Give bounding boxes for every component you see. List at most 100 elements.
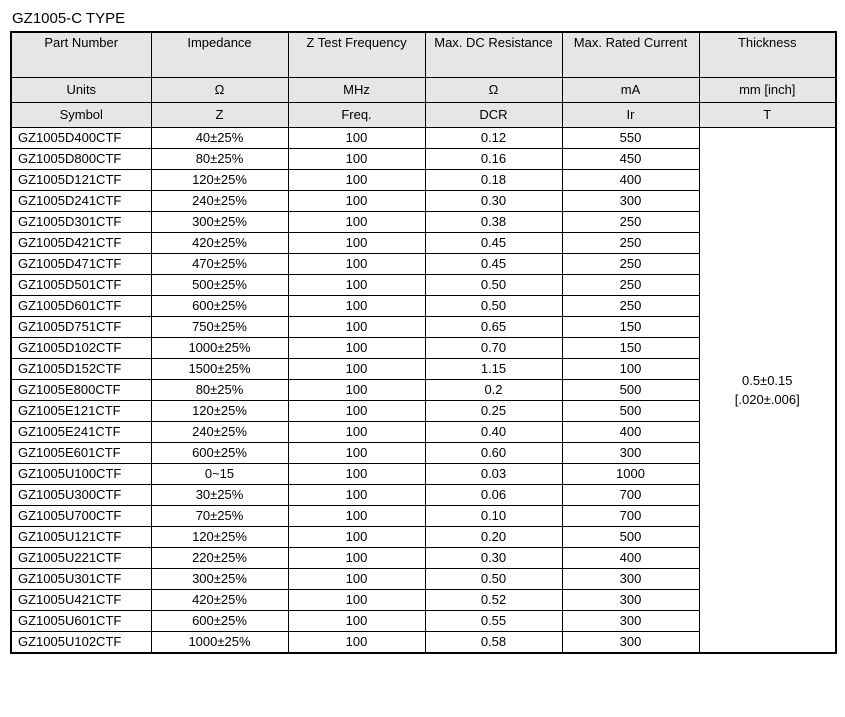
cell-impedance: 0~15 [151, 464, 288, 485]
header-impedance: Impedance [151, 32, 288, 78]
cell-dcr: 0.45 [425, 233, 562, 254]
cell-part-number: GZ1005D121CTF [11, 170, 151, 191]
cell-part-number: GZ1005D800CTF [11, 149, 151, 170]
cell-current: 300 [562, 191, 699, 212]
cell-dcr: 0.18 [425, 170, 562, 191]
cell-part-number: GZ1005U100CTF [11, 464, 151, 485]
cell-frequency: 100 [288, 338, 425, 359]
cell-current: 250 [562, 254, 699, 275]
spec-table: Part Number Impedance Z Test Frequency M… [10, 31, 837, 654]
cell-impedance: 120±25% [151, 401, 288, 422]
cell-current: 500 [562, 527, 699, 548]
cell-impedance: 420±25% [151, 233, 288, 254]
cell-dcr: 0.65 [425, 317, 562, 338]
cell-frequency: 100 [288, 527, 425, 548]
cell-current: 1000 [562, 464, 699, 485]
cell-dcr: 0.58 [425, 632, 562, 654]
cell-dcr: 0.10 [425, 506, 562, 527]
cell-frequency: 100 [288, 317, 425, 338]
cell-impedance: 300±25% [151, 212, 288, 233]
cell-part-number: GZ1005E121CTF [11, 401, 151, 422]
cell-current: 700 [562, 506, 699, 527]
cell-impedance: 40±25% [151, 128, 288, 149]
cell-frequency: 100 [288, 506, 425, 527]
header-thickness: Thickness [699, 32, 836, 78]
cell-frequency: 100 [288, 632, 425, 654]
cell-part-number: GZ1005U301CTF [11, 569, 151, 590]
units-row: Units Ω MHz Ω mA mm [inch] [11, 78, 836, 103]
cell-part-number: GZ1005E241CTF [11, 422, 151, 443]
cell-part-number: GZ1005D152CTF [11, 359, 151, 380]
page-title: GZ1005-C TYPE [12, 10, 835, 27]
cell-part-number: GZ1005U221CTF [11, 548, 151, 569]
cell-frequency: 100 [288, 212, 425, 233]
units-ir: mA [562, 78, 699, 103]
cell-current: 450 [562, 149, 699, 170]
cell-part-number: GZ1005D400CTF [11, 128, 151, 149]
cell-part-number: GZ1005D751CTF [11, 317, 151, 338]
thickness-value: 0.5±0.15 [704, 371, 832, 391]
symbol-thick: T [699, 103, 836, 128]
cell-impedance: 750±25% [151, 317, 288, 338]
cell-frequency: 100 [288, 401, 425, 422]
cell-impedance: 80±25% [151, 380, 288, 401]
cell-frequency: 100 [288, 275, 425, 296]
cell-dcr: 0.40 [425, 422, 562, 443]
symbol-row: Symbol Z Freq. DCR Ir T [11, 103, 836, 128]
cell-impedance: 300±25% [151, 569, 288, 590]
cell-part-number: GZ1005U421CTF [11, 590, 151, 611]
symbol-freq: Freq. [288, 103, 425, 128]
cell-current: 300 [562, 611, 699, 632]
cell-dcr: 0.70 [425, 338, 562, 359]
cell-part-number: GZ1005U121CTF [11, 527, 151, 548]
cell-frequency: 100 [288, 569, 425, 590]
table-body: GZ1005D400CTF40±25%1000.125500.5±0.15[.0… [11, 128, 836, 654]
cell-impedance: 80±25% [151, 149, 288, 170]
cell-impedance: 500±25% [151, 275, 288, 296]
cell-part-number: GZ1005U601CTF [11, 611, 151, 632]
cell-part-number: GZ1005D421CTF [11, 233, 151, 254]
units-imp: Ω [151, 78, 288, 103]
cell-frequency: 100 [288, 380, 425, 401]
cell-current: 500 [562, 380, 699, 401]
cell-impedance: 600±25% [151, 296, 288, 317]
cell-current: 150 [562, 317, 699, 338]
header-frequency: Z Test Frequency [288, 32, 425, 78]
cell-impedance: 220±25% [151, 548, 288, 569]
cell-frequency: 100 [288, 422, 425, 443]
cell-dcr: 0.06 [425, 485, 562, 506]
cell-current: 250 [562, 233, 699, 254]
cell-current: 550 [562, 128, 699, 149]
cell-current: 400 [562, 548, 699, 569]
cell-frequency: 100 [288, 485, 425, 506]
cell-part-number: GZ1005D241CTF [11, 191, 151, 212]
cell-impedance: 1000±25% [151, 632, 288, 654]
cell-thickness: 0.5±0.15[.020±.006] [699, 128, 836, 654]
cell-impedance: 600±25% [151, 443, 288, 464]
cell-dcr: 0.50 [425, 296, 562, 317]
cell-dcr: 0.25 [425, 401, 562, 422]
units-label: Units [11, 78, 151, 103]
cell-dcr: 0.38 [425, 212, 562, 233]
cell-current: 400 [562, 170, 699, 191]
thickness-inch: [.020±.006] [704, 390, 832, 410]
cell-part-number: GZ1005U700CTF [11, 506, 151, 527]
cell-frequency: 100 [288, 548, 425, 569]
cell-current: 300 [562, 590, 699, 611]
cell-frequency: 100 [288, 359, 425, 380]
cell-frequency: 100 [288, 611, 425, 632]
cell-dcr: 0.60 [425, 443, 562, 464]
header-dcr: Max. DC Resistance [425, 32, 562, 78]
cell-frequency: 100 [288, 128, 425, 149]
cell-dcr: 0.20 [425, 527, 562, 548]
cell-dcr: 0.50 [425, 569, 562, 590]
symbol-imp: Z [151, 103, 288, 128]
cell-current: 250 [562, 296, 699, 317]
cell-frequency: 100 [288, 590, 425, 611]
cell-part-number: GZ1005D601CTF [11, 296, 151, 317]
units-dcr: Ω [425, 78, 562, 103]
header-part-number: Part Number [11, 32, 151, 78]
cell-dcr: 0.52 [425, 590, 562, 611]
cell-part-number: GZ1005D301CTF [11, 212, 151, 233]
table-row: GZ1005D400CTF40±25%1000.125500.5±0.15[.0… [11, 128, 836, 149]
